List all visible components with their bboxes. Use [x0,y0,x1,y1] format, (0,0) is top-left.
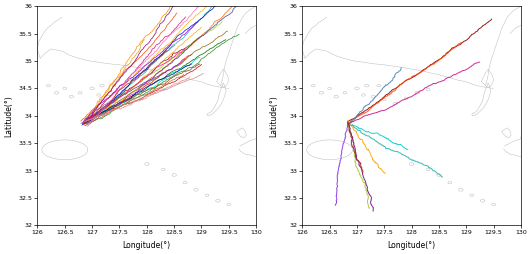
X-axis label: Longitude(°): Longitude(°) [123,241,171,250]
X-axis label: Longitude(°): Longitude(°) [388,241,435,250]
Y-axis label: Latitude(°): Latitude(°) [4,95,13,137]
Y-axis label: Latitude(°): Latitude(°) [269,95,278,137]
